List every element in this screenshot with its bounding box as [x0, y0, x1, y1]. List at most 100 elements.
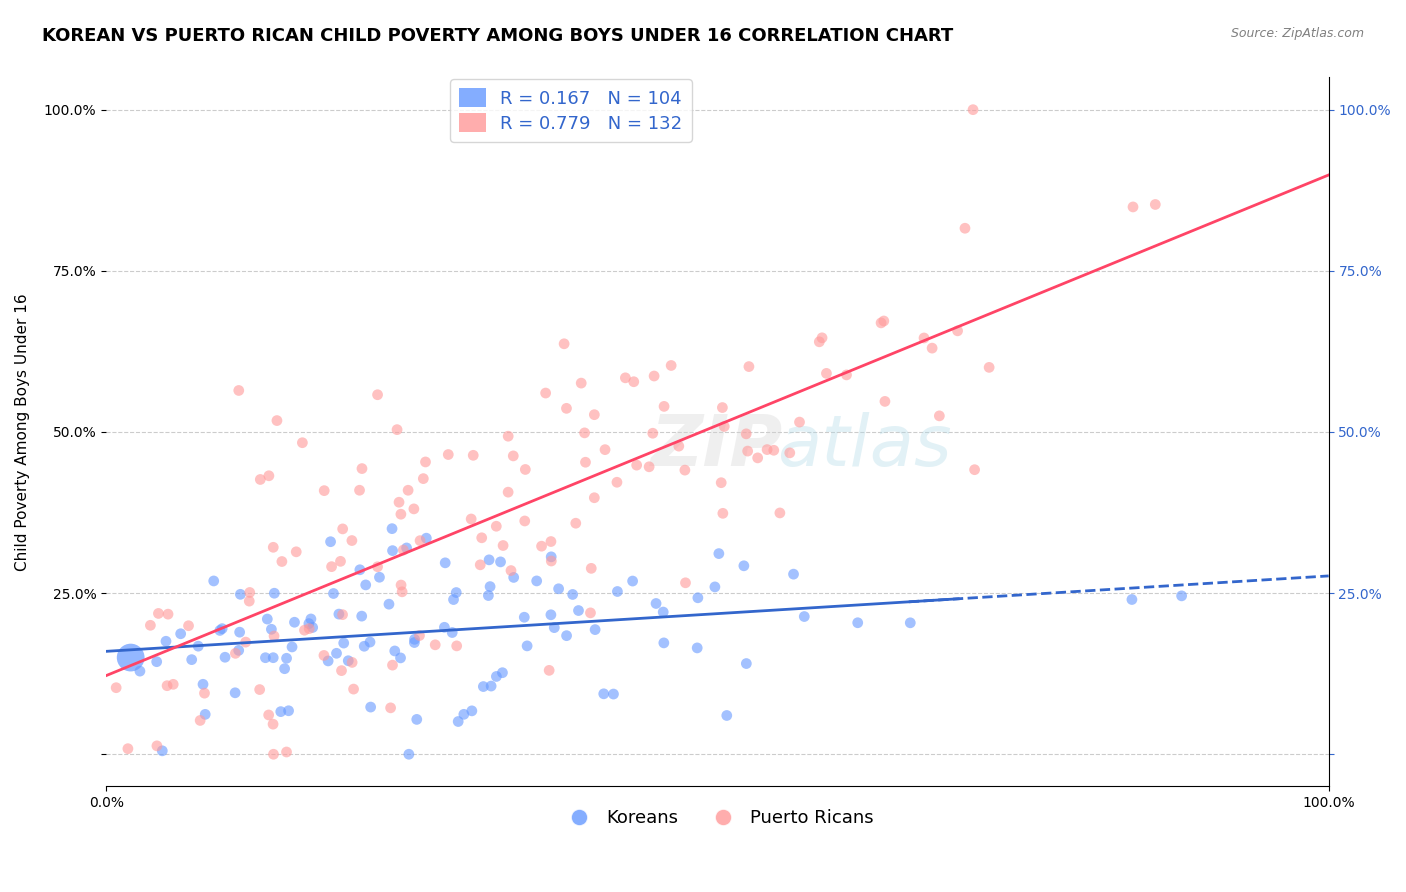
Point [561, 587, 583, 601]
Point [270, 705, 292, 719]
Point [583, 491, 606, 505]
Point [228, 625, 250, 640]
Point [156, 679, 179, 693]
Point [389, 651, 412, 665]
Point [569, 376, 592, 390]
Point [463, 448, 485, 462]
Point [921, 341, 943, 355]
Point [312, 648, 335, 663]
Point [492, 539, 515, 553]
Point [340, 533, 363, 548]
Point [285, 545, 308, 559]
Point [342, 682, 364, 697]
Point [779, 446, 801, 460]
Point [157, 607, 180, 622]
Point [329, 554, 352, 568]
Point [675, 575, 697, 590]
Point [782, 567, 804, 582]
Point [477, 589, 499, 603]
Point [332, 522, 354, 536]
Point [979, 360, 1001, 375]
Point [638, 459, 661, 474]
Point [540, 549, 562, 564]
Text: ZIP: ZIP [651, 411, 783, 481]
Point [332, 607, 354, 622]
Point [540, 607, 562, 622]
Point [381, 543, 404, 558]
Point [659, 359, 682, 373]
Point [337, 654, 360, 668]
Point [239, 585, 262, 599]
Point [396, 483, 419, 498]
Point [579, 606, 602, 620]
Point [314, 483, 336, 498]
Point [645, 597, 668, 611]
Point [249, 473, 271, 487]
Point [553, 336, 575, 351]
Point [443, 592, 465, 607]
Point [673, 463, 696, 477]
Point [873, 394, 896, 409]
Point [208, 624, 231, 638]
Point [316, 654, 339, 668]
Point [479, 679, 502, 693]
Point [538, 664, 561, 678]
Point [735, 657, 758, 671]
Point [340, 656, 363, 670]
Point [273, 662, 295, 676]
Point [835, 368, 858, 382]
Point [283, 615, 305, 630]
Point [489, 555, 512, 569]
Point [229, 587, 252, 601]
Point [392, 543, 415, 558]
Point [150, 744, 173, 758]
Point [263, 747, 285, 762]
Point [224, 646, 246, 660]
Point [105, 681, 128, 695]
Point [325, 646, 347, 660]
Point [249, 682, 271, 697]
Point [257, 708, 280, 723]
Point [389, 507, 412, 521]
Point [319, 534, 342, 549]
Point [614, 371, 637, 385]
Point [540, 534, 562, 549]
Point [793, 609, 815, 624]
Point [402, 502, 425, 516]
Point [180, 653, 202, 667]
Point [737, 444, 759, 458]
Point [388, 495, 411, 509]
Point [747, 450, 769, 465]
Point [756, 442, 779, 457]
Point [460, 512, 482, 526]
Point [391, 584, 413, 599]
Point [409, 533, 432, 548]
Point [1121, 592, 1143, 607]
Point [567, 603, 589, 617]
Point [177, 618, 200, 632]
Point [643, 369, 665, 384]
Point [148, 607, 170, 621]
Point [626, 458, 648, 472]
Point [946, 324, 969, 338]
Point [491, 665, 513, 680]
Point [263, 629, 285, 643]
Point [526, 574, 548, 588]
Point [1170, 589, 1192, 603]
Point [789, 415, 811, 429]
Point [360, 700, 382, 714]
Point [516, 639, 538, 653]
Point [652, 400, 675, 414]
Point [446, 585, 468, 599]
Point [298, 622, 321, 636]
Point [194, 707, 217, 722]
Point [811, 331, 834, 345]
Point [652, 636, 675, 650]
Point [540, 554, 562, 568]
Point [846, 615, 869, 630]
Point [378, 597, 401, 611]
Point [139, 618, 162, 632]
Point [515, 462, 537, 476]
Point [408, 628, 430, 642]
Point [381, 658, 404, 673]
